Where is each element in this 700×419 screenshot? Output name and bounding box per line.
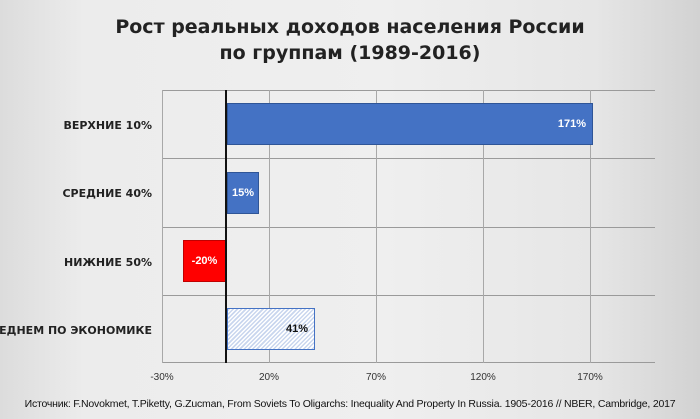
x-tick-label: 20%: [258, 372, 280, 383]
bar-value-label: 41%: [285, 323, 308, 335]
gridline-horizontal: [162, 227, 655, 228]
gridline-horizontal: [162, 362, 655, 363]
plot-area: 171% 15% -20% 41%: [162, 90, 655, 363]
x-tick-label: -30%: [150, 372, 174, 383]
x-tick-label: 70%: [365, 372, 387, 383]
category-label: СРЕДНИЕ 40%: [62, 187, 152, 200]
category-label: В СРЕДНЕМ ПО ЭКОНОМИКЕ: [0, 324, 152, 337]
bar-value-label: 171%: [557, 118, 586, 130]
x-tick-label: 120%: [470, 372, 496, 383]
category-label: НИЖНИЕ 50%: [64, 256, 152, 269]
gridline-vertical: [269, 90, 270, 363]
zero-axis-line: [225, 90, 227, 363]
bar-value-label: 15%: [231, 187, 255, 199]
bar-top-10: 171%: [227, 103, 593, 145]
gridline-horizontal: [162, 90, 655, 91]
gridline-vertical: [376, 90, 377, 363]
source-citation: Источник: F.Novokmet, T.Piketty, G.Zucma…: [24, 398, 676, 410]
chart-title-line-2: по группам (1989-2016): [219, 42, 481, 64]
gridline-vertical: [483, 90, 484, 363]
category-label: ВЕРХНИЕ 10%: [63, 119, 152, 132]
gridline-horizontal: [162, 295, 655, 296]
chart-title-line-1: Рост реальных доходов населения России: [115, 16, 585, 38]
gridline-vertical: [590, 90, 591, 363]
x-tick-label: 170%: [577, 372, 603, 383]
bar-bottom-50: -20%: [183, 240, 226, 282]
bar-economy-average: 41%: [227, 308, 315, 350]
bar-value-label: -20%: [191, 255, 218, 267]
bar-middle-40: 15%: [227, 172, 259, 214]
gridline-horizontal: [162, 158, 655, 159]
gridline-vertical: [162, 90, 163, 363]
